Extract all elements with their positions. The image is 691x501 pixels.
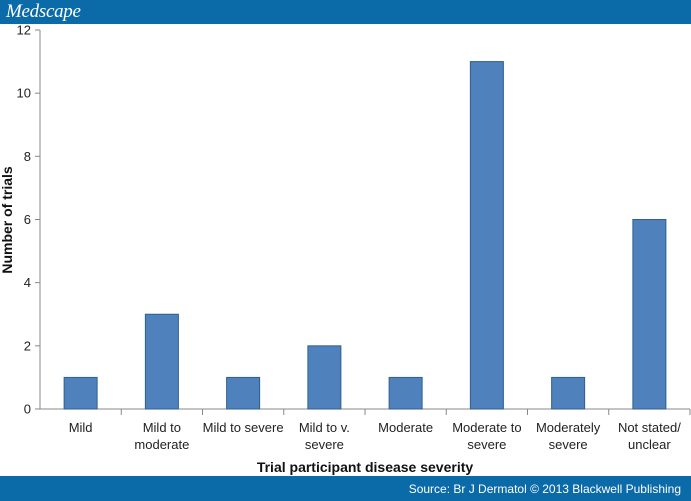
x-category-label: Mild bbox=[69, 420, 93, 435]
x-category-label: severe bbox=[467, 437, 506, 452]
footer-bar: Source: Br J Dermatol © 2013 Blackwell P… bbox=[0, 476, 691, 501]
x-category-label: Mild to v. bbox=[299, 420, 350, 435]
x-category-label: unclear bbox=[628, 437, 671, 452]
y-tick-label: 12 bbox=[17, 24, 31, 38]
header-bar: Medscape bbox=[0, 0, 691, 24]
source-credit: Source: Br J Dermatol © 2013 Blackwell P… bbox=[408, 482, 681, 496]
x-category-label: severe bbox=[549, 437, 588, 452]
y-tick-label: 6 bbox=[24, 212, 31, 227]
bar-chart: 0 2 4 6 8 10 12 Mild Mild to moderate Mild to seve… bbox=[0, 24, 691, 475]
x-category-label: severe bbox=[305, 437, 344, 452]
y-tick-label: 0 bbox=[24, 402, 31, 417]
bar bbox=[469, 61, 504, 410]
bar bbox=[144, 313, 179, 410]
bar bbox=[226, 376, 261, 410]
y-tick-label: 8 bbox=[24, 149, 31, 164]
bar bbox=[388, 376, 423, 410]
medscape-logo: Medscape bbox=[6, 1, 81, 22]
y-tick-label: 2 bbox=[24, 338, 31, 353]
x-axis-title: Trial participant disease severity bbox=[257, 459, 474, 475]
x-category-label: Moderate to bbox=[452, 420, 521, 435]
y-tick-label: 4 bbox=[24, 275, 31, 290]
bar bbox=[63, 376, 98, 410]
bar bbox=[551, 376, 586, 410]
bar bbox=[307, 345, 342, 410]
x-category-label: Moderately bbox=[536, 420, 601, 435]
bar bbox=[632, 219, 667, 410]
x-category-label: Mild to severe bbox=[203, 420, 284, 435]
y-axis-title: Number of trials bbox=[0, 166, 15, 274]
x-category-label: Not stated/ bbox=[618, 420, 681, 435]
x-category-label: Moderate bbox=[378, 420, 433, 435]
x-category-label: Mild to bbox=[143, 420, 181, 435]
y-tick-label: 10 bbox=[17, 86, 31, 101]
x-category-label: moderate bbox=[134, 437, 189, 452]
